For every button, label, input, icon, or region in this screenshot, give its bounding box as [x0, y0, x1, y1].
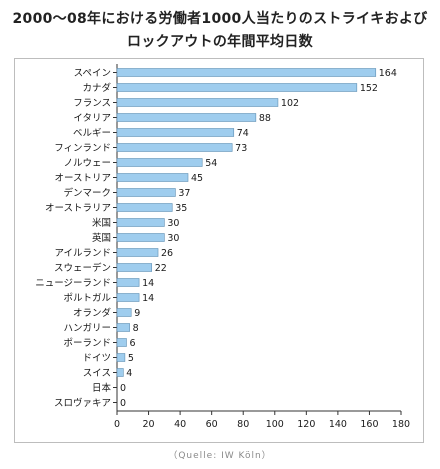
value-label: 102: [281, 98, 299, 109]
x-tick-label: 120: [297, 419, 315, 430]
category-label: オーストラリア: [45, 203, 111, 214]
value-label: 73: [235, 143, 247, 154]
value-label: 152: [360, 83, 378, 94]
category-label: カナダ: [82, 82, 111, 94]
x-tick-label: 20: [143, 419, 155, 430]
value-label: 5: [128, 353, 134, 364]
value-label: 6: [129, 338, 135, 349]
x-tick-label: 60: [206, 419, 218, 430]
bar: [116, 188, 176, 197]
bar: [116, 203, 173, 212]
bar: [116, 68, 377, 77]
x-tick-label: 100: [266, 419, 284, 430]
value-label: 8: [133, 323, 139, 334]
category-label: イタリア: [73, 113, 111, 124]
category-label: スペイン: [74, 68, 111, 79]
chart-title-line-2: ロックアウトの年間平均日数: [127, 34, 313, 50]
value-label: 14: [142, 278, 154, 289]
value-label: 45: [191, 173, 203, 184]
category-label: ノルウェー: [63, 158, 111, 169]
x-tick-label: 140: [329, 419, 347, 430]
bar: [116, 308, 132, 317]
category-label: 米国: [92, 217, 111, 229]
x-tick-label: 80: [237, 419, 249, 430]
bar: [116, 83, 358, 92]
value-label: 4: [126, 368, 132, 379]
x-tick-label: 160: [360, 419, 378, 430]
bar: [116, 143, 233, 152]
bar: [116, 353, 126, 362]
category-label: ドイツ: [82, 353, 111, 364]
value-label: 14: [142, 293, 154, 304]
bar: [116, 98, 279, 107]
bar: [116, 338, 127, 347]
bar: [116, 248, 159, 257]
value-label: 37: [178, 188, 190, 199]
category-label: ポルトガル: [63, 293, 111, 304]
category-label: ベルギー: [73, 128, 111, 139]
category-label: アイルランド: [54, 248, 111, 259]
value-label: 30: [167, 233, 179, 244]
category-label: ポーランド: [63, 338, 111, 349]
x-tick-label: 0: [114, 419, 120, 430]
value-label: 35: [175, 203, 187, 214]
bar: [116, 158, 203, 167]
x-tick-label: 180: [392, 419, 410, 430]
bar: [116, 233, 165, 242]
value-label: 22: [155, 263, 167, 274]
category-label: ニュージーランド: [35, 278, 111, 289]
category-label: 英国: [92, 232, 111, 244]
category-label: スイス: [83, 368, 111, 379]
bar: [116, 128, 235, 137]
category-label: スウェーデン: [54, 262, 111, 274]
bar: [116, 293, 140, 302]
category-label: スロヴァキア: [54, 397, 111, 409]
category-label: オーストリア: [54, 173, 111, 184]
value-label: 54: [205, 158, 217, 169]
value-label: 26: [161, 248, 173, 259]
category-label: ハンガリー: [63, 323, 111, 334]
value-label: 9: [134, 308, 140, 319]
value-label: 74: [237, 128, 249, 139]
chart-title-line-1: 2000〜08年における労働者1000人当たりのストライキおよび: [12, 11, 428, 27]
category-label: フランス: [73, 98, 111, 109]
bar: [116, 323, 130, 332]
category-label: フィンランド: [54, 143, 111, 154]
bar: [116, 113, 257, 122]
value-label: 164: [379, 68, 397, 79]
category-label: 日本: [92, 382, 112, 394]
bar: [116, 218, 165, 227]
chart-panel: [14, 58, 424, 443]
x-tick-label: 40: [174, 419, 186, 430]
value-label: 30: [167, 218, 179, 229]
value-label: 0: [120, 398, 126, 409]
bar: [116, 278, 140, 287]
category-label: オランダ: [73, 307, 112, 319]
value-label: 0: [120, 383, 126, 394]
source-note: （Quelle: IW Köln）: [168, 451, 272, 461]
bar: [116, 263, 153, 272]
bar: [116, 368, 124, 377]
value-label: 88: [259, 113, 271, 124]
category-label: デンマーク: [63, 187, 111, 199]
bar: [116, 173, 189, 182]
